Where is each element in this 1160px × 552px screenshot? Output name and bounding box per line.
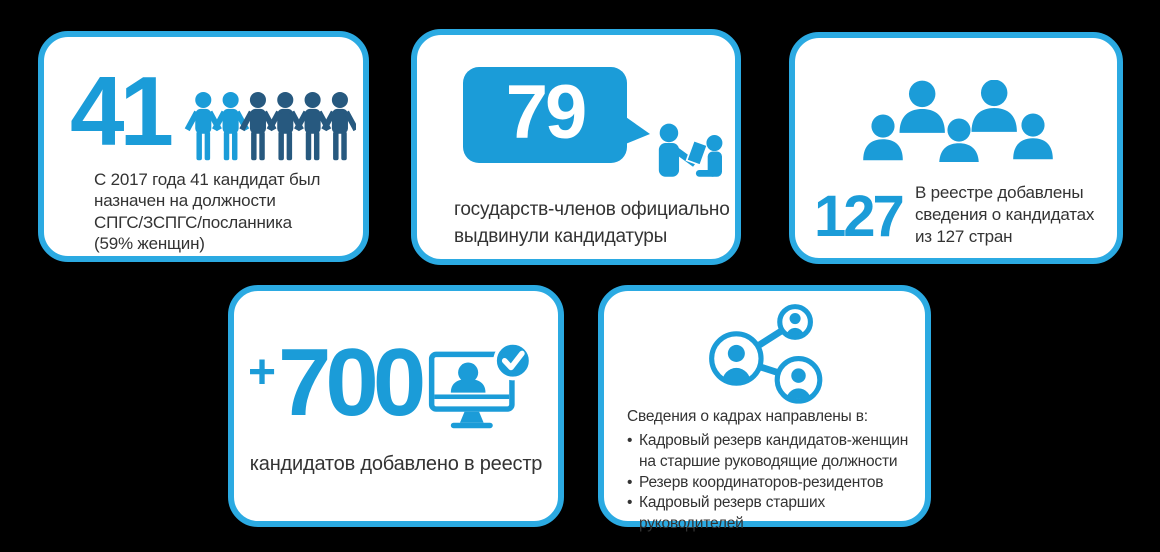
description-line: государств-членов официально [454, 199, 730, 220]
plus-sign: + [248, 346, 277, 399]
people-holding-hands-icon [184, 91, 356, 161]
description-line: сведения о кандидатах [915, 204, 1095, 224]
talent-pool-label: Кадровый резерв старших руководителей [639, 494, 826, 533]
interview-people-icon [658, 123, 723, 177]
description-line: из 127 стран [915, 226, 1013, 246]
description-line: С 2017 года 41 кандидат был [94, 170, 321, 189]
people-group-icon [863, 80, 1053, 162]
talent-pool-label: Кадровый резерв кандидатов-женщин на ста… [639, 432, 909, 470]
speech-bubble-tail [623, 115, 650, 145]
bullet-marker: • [627, 432, 633, 449]
talent-pool-item: • Кадровый резерв кандидатов-женщин на с… [627, 431, 919, 473]
card-sg-appointments: 41 С 2017 года 41 кандидат был на [38, 31, 369, 262]
card-registry-countries: 127 В реестре добавлены сведения о канди… [789, 32, 1123, 264]
appointed-count: 41 [70, 56, 174, 166]
card-member-nominations: 79 государств-членов официально выдвинул… [411, 29, 741, 265]
appointments-description: С 2017 года 41 кандидат был назначен на … [94, 169, 364, 255]
nominations-description: государств-членов официально выдвинули к… [454, 197, 734, 251]
connected-people-icon [709, 304, 823, 404]
description-line: выдвинули кандидатуры [454, 225, 668, 247]
description-line: В реестре добавлены [915, 183, 1084, 202]
description-line: СПГС/ЗСПГС/посланника [94, 212, 292, 232]
description-line: (59% женщин) [94, 234, 205, 254]
nominating-states-count: 79 [505, 70, 588, 155]
registry-countries-description: В реестре добавлены сведения о кандидата… [915, 182, 1115, 247]
bullet-marker: • [627, 494, 633, 512]
talent-pool-item: • Резерв координаторов-резидентов [627, 473, 919, 494]
registry-additions-description: кандидатов добавлено в реестр [249, 453, 543, 475]
bullet-marker: • [627, 473, 633, 491]
talent-pool-item: • Кадровый резерв старших руководителей [627, 493, 919, 535]
card-talent-pools: Сведения о кадрах направлены в: • Кадров… [598, 285, 931, 532]
registry-countries-count: 127 [814, 184, 905, 249]
added-candidates-count: 700 [278, 329, 426, 436]
monitor-checkmark-icon [429, 341, 533, 429]
talent-pools-list: • Кадровый резерв кандидатов-женщин на с… [627, 431, 919, 535]
description-line: назначен на должности [94, 191, 276, 211]
talent-pools-heading: Сведения о кадрах направлены в: [627, 408, 868, 425]
speech-bubble-icon: 79 [463, 67, 627, 163]
talent-pool-label: Резерв координаторов-резидентов [639, 473, 884, 491]
card-registry-additions: + 700 кандидатов добавлено в реестр [228, 285, 564, 527]
